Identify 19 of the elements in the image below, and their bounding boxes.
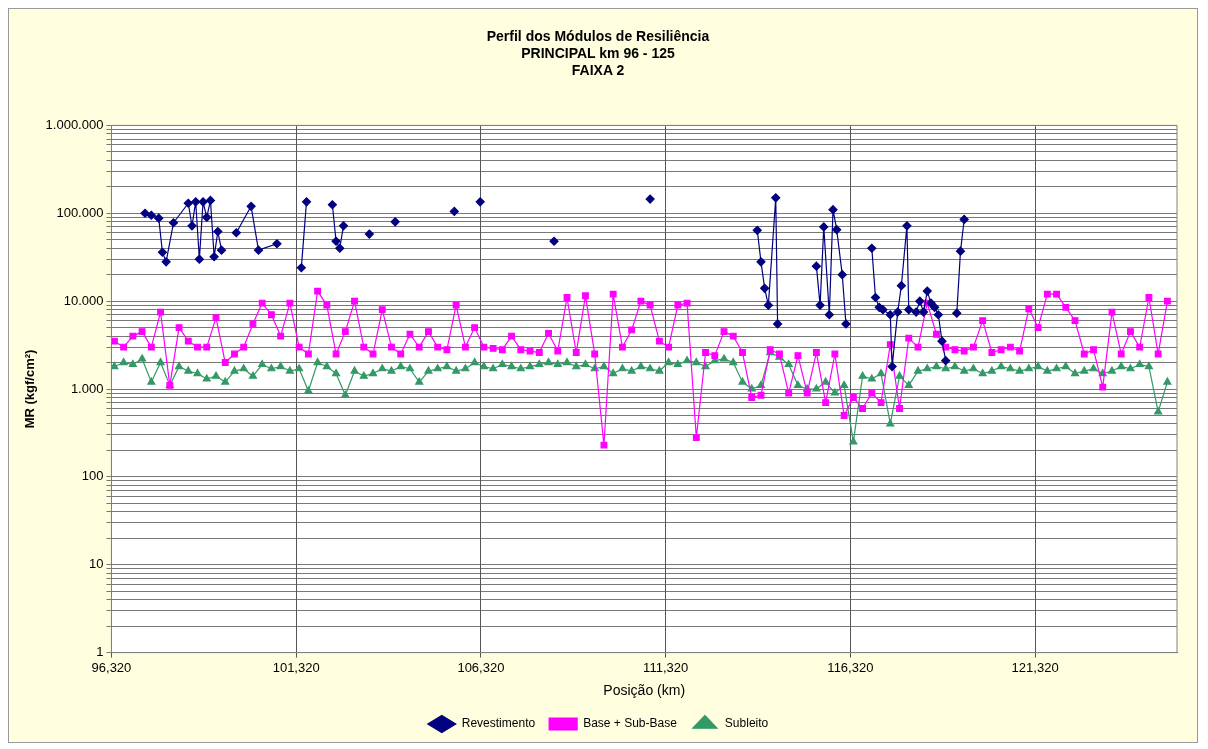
y-tick-label: 1 [96,644,104,660]
y-tick-label: 1.000 [70,380,104,396]
y-tick-label: 10.000 [63,292,104,308]
y-tick-label: 1.000.000 [45,116,104,132]
chart-title: Perfil dos Módulos de Resiliência PRINCIPAL km 96 - 125 FAIXA 2 [486,28,710,78]
x-tick-label: 116,320 [827,659,874,675]
x-axis-title: Posição (km) [603,682,686,699]
y-tick-label: 100.000 [56,204,104,220]
x-tick-label: 96,320 [91,659,132,675]
x-tick-label: 101,320 [272,659,320,675]
legend-label: Base + Sub-Base [583,716,678,731]
y-tick-label: 10 [88,556,104,572]
x-tick-label: 106,320 [457,659,505,675]
x-tick-label: 121,320 [1011,659,1059,675]
legend-label: Subleito [724,716,769,731]
legend-label: Revestimento [461,716,536,731]
y-tick-label: 100 [81,468,104,484]
x-tick-label: 111,320 [643,659,689,675]
y-axis-title: MR (kgf/cm²) [22,349,38,429]
